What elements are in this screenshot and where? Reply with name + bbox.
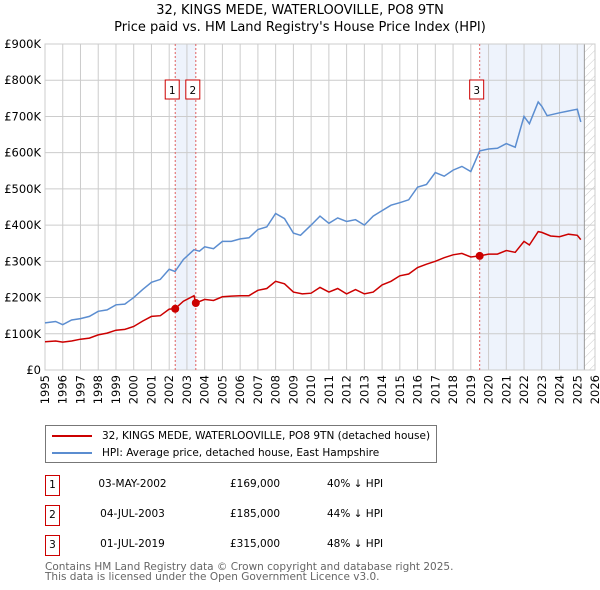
legend-swatch-property	[52, 435, 92, 437]
x-tick-label: 2016	[411, 375, 425, 404]
sale-label-box	[164, 79, 180, 100]
x-tick-label: 2014	[375, 375, 389, 404]
x-tick-label: 2015	[393, 375, 407, 404]
sale-row: 3 01-JUL-2019 £315,000 48% ↓ HPI	[45, 535, 445, 556]
footer-copyright: Contains HM Land Registry data © Crown c…	[45, 561, 454, 573]
y-tick-label: £700K	[4, 109, 41, 123]
sale-point	[475, 251, 484, 260]
shaded-period	[479, 44, 585, 370]
sale-label-box	[185, 79, 201, 100]
x-tick-label: 2018	[446, 375, 460, 404]
x-tick-label: 2001	[144, 375, 158, 404]
x-tick-label: 2022	[517, 375, 531, 404]
legend-item-property: 32, KINGS MEDE, WATERLOOVILLE, PO8 9TN (…	[46, 428, 430, 444]
x-tick-label: 2006	[233, 375, 247, 404]
sale-point	[191, 298, 200, 307]
shaded-period	[175, 44, 196, 370]
legend-item-hpi: HPI: Average price, detached house, East…	[46, 445, 379, 461]
future-hatch	[584, 44, 595, 370]
sale-hpi-diff: 44% ↓ HPI	[327, 508, 384, 520]
sale-row: 2 04-JUL-2003 £185,000 44% ↓ HPI	[45, 505, 445, 526]
x-tick-label: 2004	[198, 375, 212, 404]
sale-number-badge: 1	[45, 475, 60, 496]
legend-label-hpi: HPI: Average price, detached house, East…	[102, 447, 380, 459]
sale-label-box	[469, 79, 485, 100]
x-tick-label: 2023	[535, 375, 549, 404]
sale-date: 04-JUL-2003	[100, 508, 165, 520]
x-tick-label: 2021	[499, 375, 513, 404]
x-tick-label: 2013	[357, 375, 371, 404]
x-tick-label: 2019	[464, 375, 478, 404]
x-tick-label: 2026	[588, 375, 600, 404]
sale-label: 2	[189, 85, 196, 97]
sale-hpi-diff: 40% ↓ HPI	[327, 478, 384, 490]
chart-subtitle: Price paid vs. HM Land Registry's House …	[114, 20, 486, 35]
y-tick-label: £100K	[4, 327, 41, 341]
x-tick-label: 1999	[109, 375, 123, 404]
x-tick-label: 2005	[215, 375, 229, 404]
sale-date: 03-MAY-2002	[98, 478, 167, 490]
plot-border	[44, 43, 596, 371]
sale-label: 1	[169, 85, 176, 97]
legend-label-property: 32, KINGS MEDE, WATERLOOVILLE, PO8 9TN (…	[102, 430, 431, 442]
sale-point	[171, 304, 180, 313]
x-tick-label: 2024	[553, 375, 567, 404]
price-chart: 1 2 3 £0 £100K £200K £300K £400K £500K £600K £700K…	[4, 37, 600, 404]
x-tick-label: 1996	[56, 375, 70, 404]
legend-swatch-hpi	[52, 452, 92, 454]
x-tick-label: 2017	[428, 375, 442, 404]
x-tick-label: 2009	[286, 375, 300, 404]
x-tick-label: 2020	[482, 375, 496, 404]
x-tick-label: 1997	[73, 375, 87, 404]
chart-title: 32, KINGS MEDE, WATERLOOVILLE, PO8 9TN	[156, 3, 444, 18]
x-tick-label: 2025	[570, 375, 584, 404]
x-tick-label: 2010	[304, 375, 318, 404]
x-tick-label: 1995	[38, 375, 52, 404]
y-tick-label: £0	[26, 363, 41, 377]
x-tick-label: 2007	[251, 375, 265, 404]
sale-label: 3	[473, 85, 480, 97]
x-tick-label: 1998	[91, 375, 105, 404]
x-tick-label: 2000	[127, 375, 141, 404]
series-line	[44, 230, 582, 343]
y-tick-label: £800K	[4, 73, 41, 87]
y-tick-label: £300K	[4, 254, 41, 268]
x-tick-label: 2002	[162, 375, 176, 404]
sale-number-badge: 2	[45, 505, 60, 526]
y-tick-label: £600K	[4, 146, 41, 160]
x-tick-label: 2011	[322, 375, 336, 404]
sale-price: £315,000	[230, 538, 281, 550]
sale-row: 1 03-MAY-2002 £169,000 40% ↓ HPI	[45, 475, 445, 496]
y-tick-label: £200K	[4, 291, 41, 305]
footer-licence: This data is licensed under the Open Gov…	[45, 571, 380, 583]
series-line	[44, 100, 582, 326]
sale-price: £169,000	[230, 478, 281, 490]
x-tick-label: 2012	[340, 375, 354, 404]
sale-number-badge: 3	[45, 535, 60, 556]
legend: 32, KINGS MEDE, WATERLOOVILLE, PO8 9TN (…	[45, 425, 437, 463]
x-tick-label: 2003	[180, 375, 194, 404]
sale-hpi-diff: 48% ↓ HPI	[327, 538, 384, 550]
x-tick-label: 2008	[269, 375, 283, 404]
y-tick-label: £500K	[4, 182, 41, 196]
sale-date: 01-JUL-2019	[100, 538, 165, 550]
y-tick-label: £900K	[4, 37, 41, 51]
y-tick-label: £400K	[4, 218, 41, 232]
sale-price: £185,000	[230, 508, 281, 520]
